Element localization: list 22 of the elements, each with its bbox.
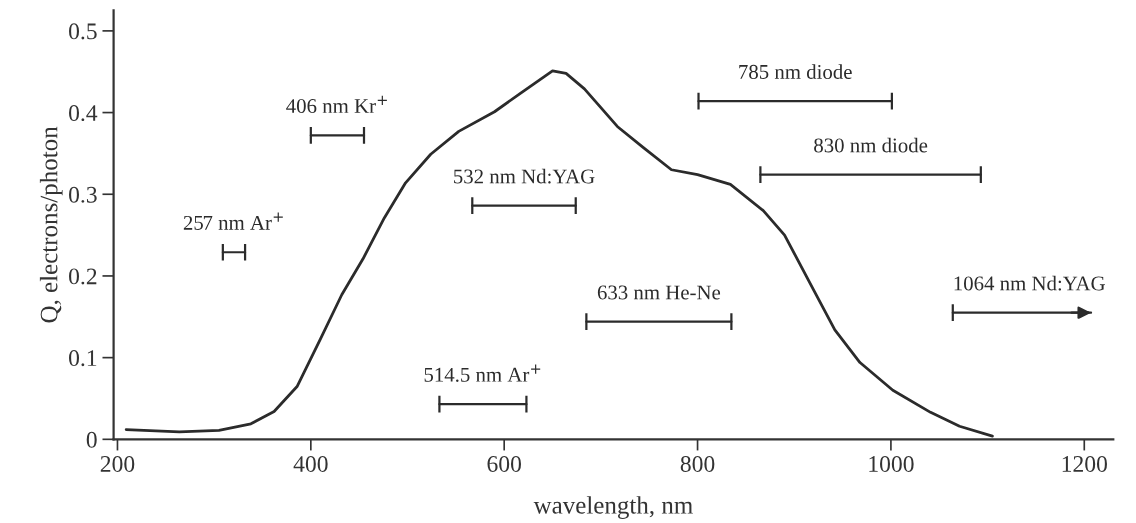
series-label: 257 nm Ar$^{+}$	[183, 212, 283, 230]
y-tick-label: 0.1	[69, 350, 97, 367]
x-tick-label: 1200	[1062, 455, 1107, 472]
series-label: 633 nm He-Ne	[597, 285, 721, 300]
series-label: 785 nm diode	[739, 64, 852, 79]
y-tick-label: 0	[86, 431, 97, 448]
y-tick-label: 0.4	[69, 105, 98, 122]
x-tick-label: 400	[293, 455, 328, 472]
y-tick-label: 0.3	[69, 186, 97, 203]
x-tick-label: 600	[487, 455, 521, 472]
series-label: 830 nm diode	[814, 137, 928, 153]
y-axis-title: Q, electrons/photon	[39, 126, 63, 323]
series-label: 532 nm Nd:YAG	[454, 168, 595, 184]
series-label: 514.5 nm Ar$^{+}$	[424, 364, 541, 382]
series-label: 1064 nm Nd:YAG	[954, 275, 1105, 291]
x-tick-label: 1000	[869, 455, 914, 472]
y-tick-label: 0.2	[69, 268, 97, 285]
x-tick-label: 200	[100, 455, 135, 472]
y-tick-label: 0.5	[69, 23, 97, 40]
x-tick-label: 800	[680, 455, 715, 472]
x-axis-title: wavelength, nm	[533, 496, 693, 519]
series-label: 406 nm Kr$^{+}$	[286, 95, 387, 114]
